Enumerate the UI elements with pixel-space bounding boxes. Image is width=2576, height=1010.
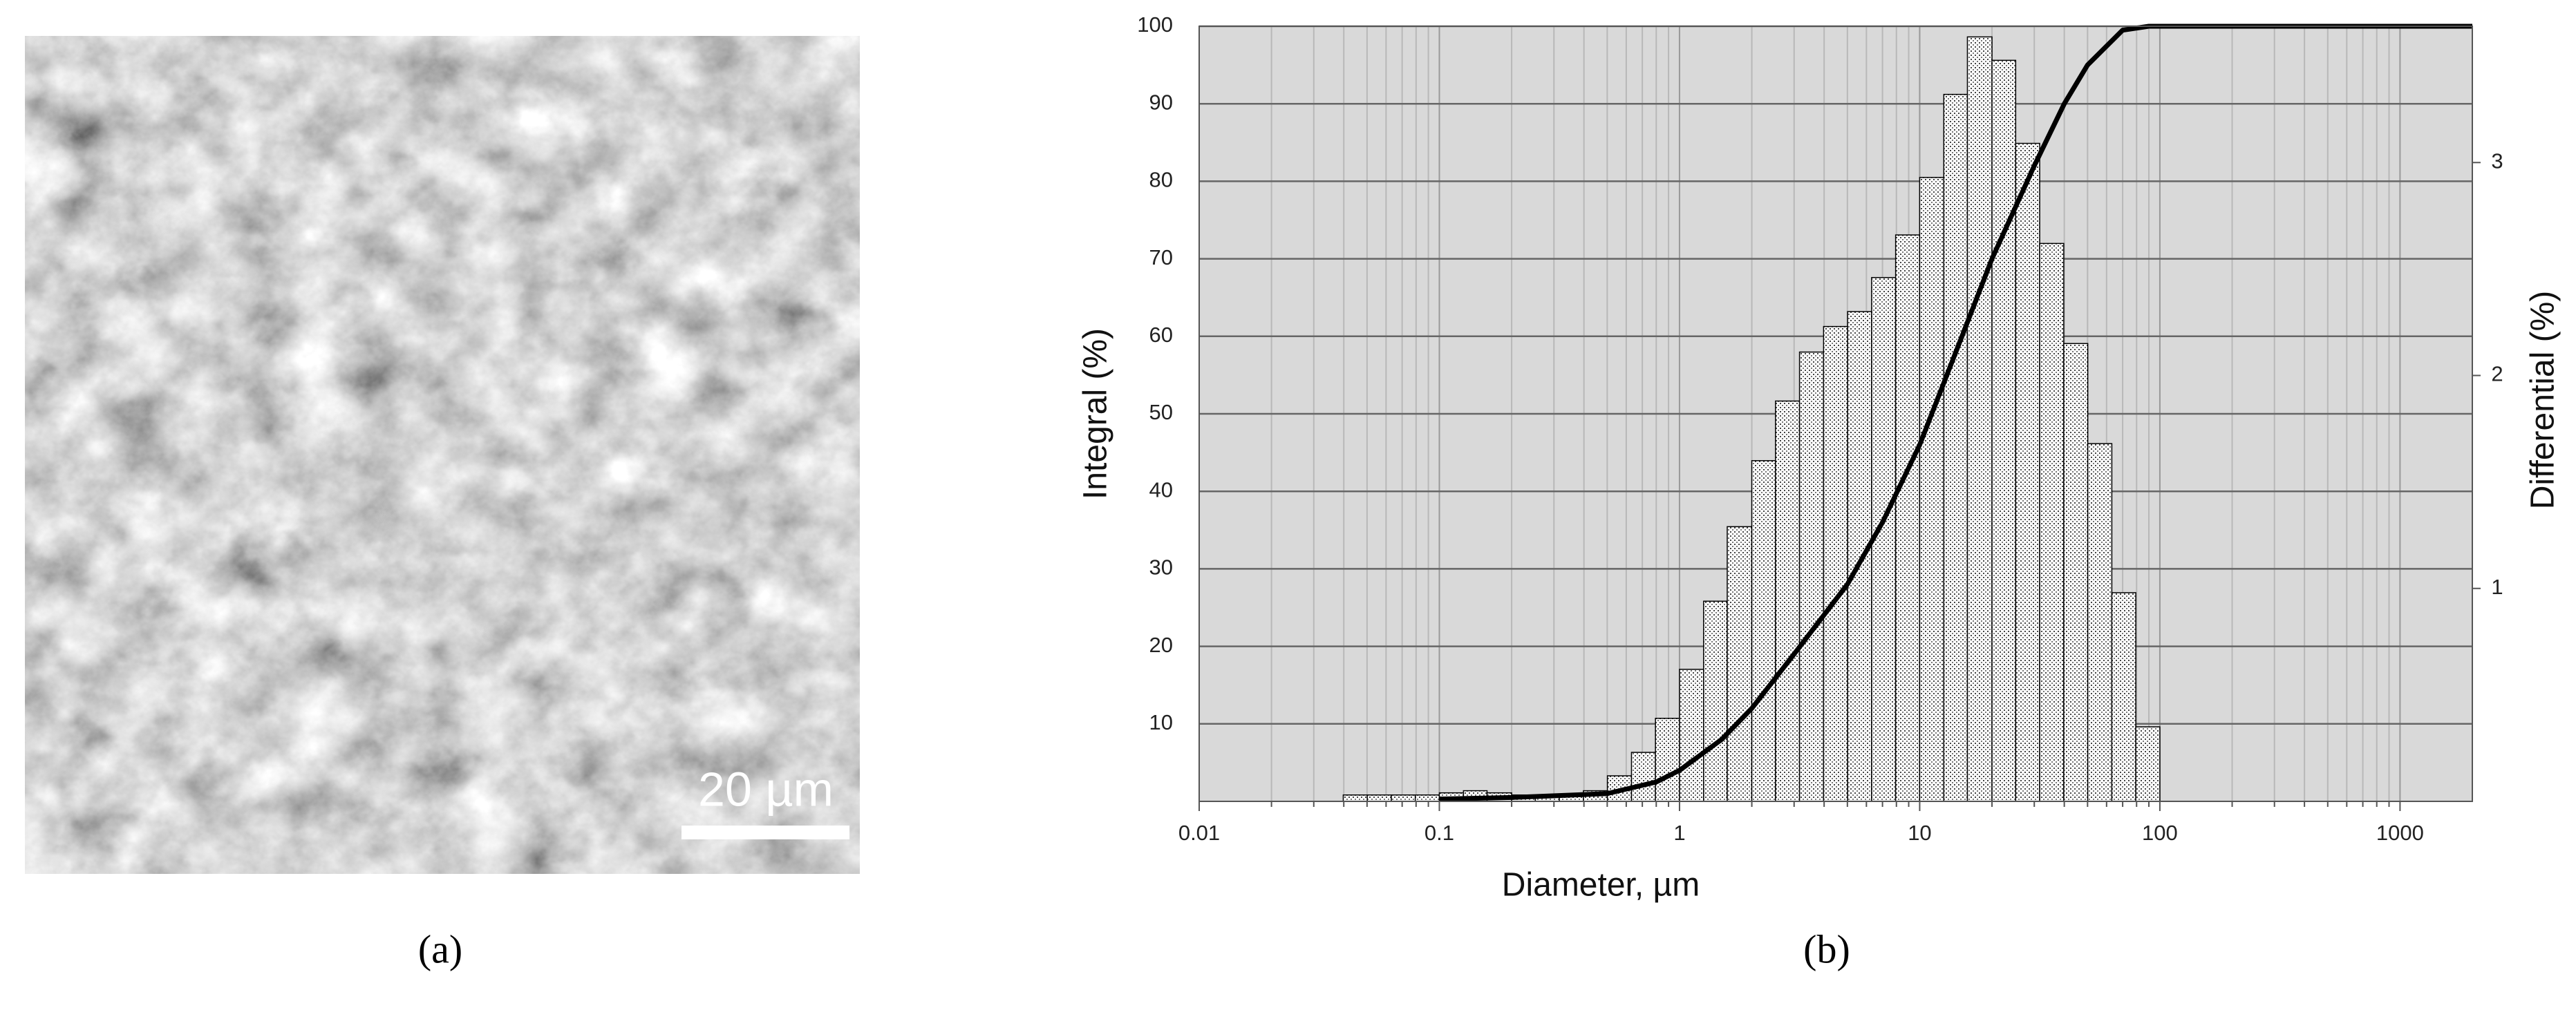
histogram-bar	[1871, 276, 1897, 802]
histogram-bar	[1630, 752, 1656, 802]
histogram-bar	[2135, 726, 2161, 802]
histogram-bar	[2015, 142, 2040, 802]
sem-image	[25, 36, 860, 874]
x-tick-label: 1000	[2376, 821, 2424, 845]
histogram-bar	[1823, 325, 1848, 802]
y-tick-label: 100	[1137, 12, 1173, 37]
histogram-bar	[1991, 59, 2017, 802]
y-tick-label: 40	[1149, 477, 1173, 502]
x-tick-label: 10	[1908, 821, 1931, 845]
y-tick-label: 90	[1149, 90, 1173, 114]
panel-caption: (a)	[418, 926, 462, 971]
histogram-bar	[2111, 592, 2136, 802]
y2-tick-label: 3	[2491, 149, 2503, 173]
histogram-bar	[1703, 600, 1728, 802]
x-tick-label: 1	[1673, 821, 1685, 845]
histogram-bar	[1655, 718, 1680, 802]
histogram-bar	[1679, 669, 1704, 802]
x-tick-label: 0.1	[1425, 821, 1454, 845]
plot-frame	[1198, 26, 2473, 802]
histogram-bar	[1727, 526, 1753, 802]
histogram-bar	[1391, 794, 1416, 802]
y-tick-label: 30	[1149, 555, 1173, 580]
histogram-bar	[1751, 460, 1776, 802]
chart: 0.01 0.1 1 10 100 1000 10 20 30 40 50 60 70 80 90 100 1 2…	[1078, 12, 2561, 904]
y-tick-label: 10	[1149, 710, 1173, 734]
y-tick-label: 20	[1149, 633, 1173, 657]
y-tick-label: 50	[1149, 400, 1173, 424]
y2-tick-label: 2	[2491, 362, 2503, 386]
x-tick-label: 100	[2142, 821, 2178, 845]
histogram-bar	[2039, 242, 2065, 802]
histogram-bar	[2063, 343, 2089, 802]
histogram-bar	[1919, 177, 1945, 802]
panel-caption: (b)	[1803, 926, 1850, 971]
histogram-bar	[1342, 794, 1368, 802]
y2-tick-label: 1	[2491, 575, 2503, 599]
histogram-bar	[1414, 794, 1440, 802]
histogram-bar	[2087, 443, 2113, 802]
histogram-bar	[1366, 794, 1392, 802]
x-axis-title: Diameter, µm	[1502, 867, 1700, 904]
x-tick-label: 0.01	[1178, 821, 1220, 845]
scale-bar-label: 20 µm	[698, 762, 834, 816]
y2-axis-title: Differential (%)	[2525, 291, 2561, 510]
histogram-bar	[1966, 36, 1993, 802]
integral-line	[1439, 23, 2472, 802]
y-tick-label: 60	[1149, 323, 1173, 347]
y-axis-title: Integral (%)	[1078, 328, 1114, 499]
y-tick-label: 70	[1149, 245, 1173, 269]
y-tick-label: 80	[1149, 168, 1173, 192]
histogram-bar	[1943, 93, 1968, 802]
scale-bar	[681, 826, 849, 839]
histogram-bar	[1798, 351, 1825, 802]
histogram-bar	[1847, 311, 1872, 802]
histogram-bar	[1895, 234, 1921, 802]
histogram-bar	[1775, 400, 1801, 802]
